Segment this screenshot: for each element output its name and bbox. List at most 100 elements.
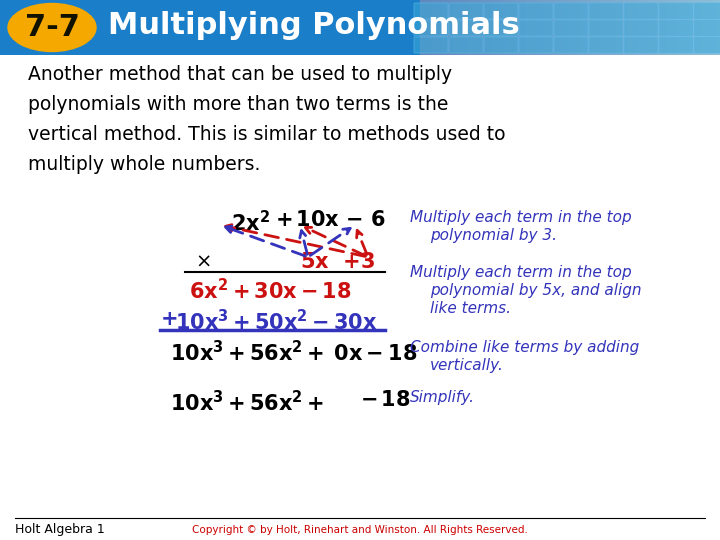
FancyBboxPatch shape: [519, 20, 553, 36]
Bar: [688, 0, 689, 55]
Bar: [711, 0, 712, 55]
Bar: [560, 0, 561, 55]
Bar: [462, 0, 463, 55]
Bar: [639, 0, 640, 55]
Bar: [672, 0, 673, 55]
Text: $\mathbf{10x^3 + 56x^2 + \; 0x - 18}$: $\mathbf{10x^3 + 56x^2 + \; 0x - 18}$: [170, 340, 418, 365]
Bar: [466, 0, 467, 55]
Bar: [503, 0, 504, 55]
Bar: [545, 0, 546, 55]
Text: Simplify.: Simplify.: [410, 390, 475, 405]
Bar: [528, 0, 529, 55]
Bar: [457, 0, 458, 55]
Bar: [487, 0, 488, 55]
Bar: [662, 0, 663, 55]
Bar: [634, 0, 635, 55]
Bar: [504, 0, 505, 55]
Text: Multiplying Polynomials: Multiplying Polynomials: [108, 10, 520, 39]
Bar: [424, 0, 425, 55]
Bar: [669, 0, 670, 55]
FancyBboxPatch shape: [554, 37, 588, 53]
Bar: [572, 0, 573, 55]
Bar: [557, 0, 558, 55]
Bar: [522, 0, 523, 55]
Bar: [622, 0, 623, 55]
Bar: [481, 0, 482, 55]
Bar: [507, 0, 508, 55]
Bar: [542, 0, 543, 55]
Bar: [671, 0, 672, 55]
Bar: [670, 0, 671, 55]
Bar: [677, 0, 678, 55]
FancyBboxPatch shape: [449, 20, 483, 36]
Bar: [571, 0, 572, 55]
Bar: [452, 0, 453, 55]
Bar: [668, 0, 669, 55]
Bar: [502, 0, 503, 55]
Bar: [665, 0, 666, 55]
FancyBboxPatch shape: [694, 37, 720, 53]
Bar: [556, 0, 557, 55]
Bar: [433, 0, 434, 55]
Bar: [615, 0, 616, 55]
Bar: [618, 0, 619, 55]
Bar: [472, 0, 473, 55]
Bar: [616, 0, 617, 55]
Bar: [624, 0, 625, 55]
Bar: [649, 0, 650, 55]
FancyBboxPatch shape: [589, 20, 623, 36]
Bar: [432, 0, 433, 55]
Bar: [602, 0, 603, 55]
Bar: [600, 0, 601, 55]
Bar: [635, 0, 636, 55]
Bar: [469, 0, 470, 55]
Bar: [612, 0, 613, 55]
Bar: [599, 0, 600, 55]
Bar: [708, 0, 709, 55]
Bar: [633, 0, 634, 55]
Bar: [541, 0, 542, 55]
Text: Multiply each term in the top: Multiply each term in the top: [410, 210, 631, 225]
Bar: [490, 0, 491, 55]
Bar: [515, 0, 516, 55]
Bar: [436, 0, 437, 55]
Bar: [697, 0, 698, 55]
Bar: [521, 0, 522, 55]
Bar: [448, 0, 449, 55]
Bar: [581, 0, 582, 55]
Text: $\mathbf{2x^2}$: $\mathbf{2x^2}$: [231, 210, 270, 235]
Bar: [486, 0, 487, 55]
Bar: [464, 0, 465, 55]
Bar: [455, 0, 456, 55]
Bar: [497, 0, 498, 55]
FancyBboxPatch shape: [694, 3, 720, 19]
Bar: [632, 0, 633, 55]
Bar: [477, 0, 478, 55]
Text: multiply whole numbers.: multiply whole numbers.: [28, 155, 261, 174]
FancyBboxPatch shape: [624, 37, 658, 53]
Bar: [641, 0, 642, 55]
Bar: [630, 0, 631, 55]
Bar: [458, 0, 459, 55]
Bar: [611, 0, 612, 55]
Bar: [687, 0, 688, 55]
Bar: [553, 0, 554, 55]
Bar: [703, 0, 704, 55]
Bar: [561, 0, 562, 55]
Text: polynomial by 3.: polynomial by 3.: [430, 228, 557, 243]
Bar: [588, 0, 589, 55]
Bar: [513, 0, 514, 55]
Bar: [683, 0, 684, 55]
Bar: [661, 0, 662, 55]
Bar: [473, 0, 474, 55]
Bar: [440, 0, 441, 55]
Bar: [709, 0, 710, 55]
Bar: [492, 0, 493, 55]
Bar: [498, 0, 499, 55]
Text: $\mathbf{- \, 18}$: $\mathbf{- \, 18}$: [360, 390, 410, 410]
Bar: [509, 0, 510, 55]
Bar: [547, 0, 548, 55]
Bar: [609, 0, 610, 55]
Bar: [646, 0, 647, 55]
Bar: [525, 0, 526, 55]
